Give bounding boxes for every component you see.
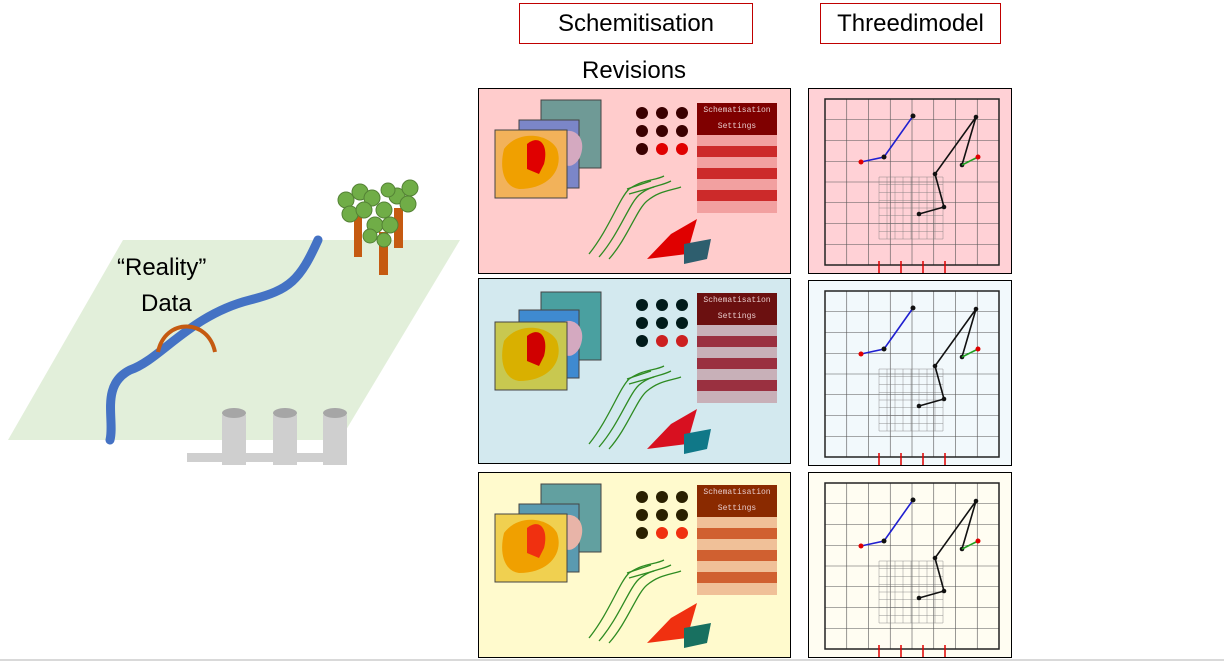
- channel-black: [918, 500, 977, 599]
- model-grid: [824, 98, 1000, 266]
- channel-black: [918, 116, 977, 215]
- threedimodel-header-label: Threedimodel: [837, 9, 984, 37]
- model-grid: [824, 482, 1000, 650]
- dot-matrix: [636, 491, 688, 539]
- threedimodel-header: Threedimodel: [820, 3, 1001, 44]
- reality-illustration: [8, 179, 460, 465]
- settings-title-line2: Settings: [717, 504, 757, 513]
- river: [105, 235, 323, 445]
- revision-1-graphic: [494, 99, 777, 264]
- settings-title-line1: Schematisation: [703, 106, 771, 115]
- refined-grid: [878, 368, 944, 432]
- node: [916, 595, 922, 601]
- model-border: [824, 482, 1000, 650]
- raster-stack: [494, 291, 602, 391]
- node: [941, 396, 947, 402]
- channel-green: [961, 540, 979, 550]
- node: [858, 543, 864, 549]
- settings-table: [697, 293, 777, 403]
- node: [941, 204, 947, 210]
- refined-grid: [878, 176, 944, 240]
- node: [973, 114, 979, 120]
- model-3-graphic: [824, 482, 1000, 657]
- node: [910, 305, 916, 311]
- threedimodel-panel-1: [808, 88, 1012, 274]
- schematisation-header: Schemitisation: [519, 3, 753, 44]
- threedimodel-panel-2: [808, 280, 1012, 466]
- bottom-divider: [0, 659, 1224, 661]
- reality-label-line1: “Reality”: [117, 254, 207, 281]
- node: [932, 171, 938, 177]
- cross-section-lines: [588, 365, 682, 450]
- cross-section-lines: [588, 175, 682, 260]
- revisions-label: Revisions: [582, 57, 687, 84]
- settings-title-line1: Schematisation: [703, 488, 771, 497]
- revision-panel-3: Schematisation Settings: [478, 472, 791, 658]
- threedimodel-panel-3: [808, 472, 1012, 658]
- settings-title-line2: Settings: [717, 312, 757, 321]
- land-parcel: [8, 240, 460, 440]
- schematisation-header-label: Schemitisation: [557, 9, 715, 37]
- node: [973, 498, 979, 504]
- model-border: [824, 98, 1000, 266]
- node: [881, 346, 887, 352]
- channel-green: [961, 156, 979, 166]
- trees: [337, 179, 419, 275]
- revision-2-graphic: [494, 291, 777, 454]
- revision-3-graphic: [494, 483, 777, 648]
- pipe-system: [187, 408, 347, 465]
- revision-panel-2: Schematisation Settings: [478, 278, 791, 464]
- revision-panel-1: Schematisation Settings: [478, 88, 791, 274]
- node: [941, 588, 947, 594]
- settings-title-line1: Schematisation: [703, 296, 771, 305]
- dot-matrix: [636, 299, 688, 347]
- node: [932, 363, 938, 369]
- node: [916, 403, 922, 409]
- node: [858, 351, 864, 357]
- polygon-teal: [684, 429, 711, 454]
- model-2-graphic: [824, 290, 1000, 465]
- channel-green: [961, 348, 979, 358]
- raster-stack: [494, 99, 602, 199]
- cross-section-lines: [588, 559, 682, 644]
- bridge: [156, 324, 217, 353]
- node: [916, 211, 922, 217]
- refined-grid: [878, 560, 944, 624]
- node: [881, 154, 887, 160]
- settings-table: [697, 103, 777, 213]
- node: [910, 113, 916, 119]
- dot-matrix: [636, 107, 688, 155]
- polygon-teal: [684, 623, 711, 648]
- reality-label-line2: Data: [141, 290, 192, 317]
- channel-black: [918, 308, 977, 407]
- model-border: [824, 290, 1000, 458]
- settings-title-line2: Settings: [717, 122, 757, 131]
- model-grid: [824, 290, 1000, 458]
- raster-stack: [494, 483, 602, 583]
- model-1-graphic: [824, 98, 1000, 273]
- node: [858, 159, 864, 165]
- node: [881, 538, 887, 544]
- node: [932, 555, 938, 561]
- polygon-teal: [684, 239, 711, 264]
- node: [975, 154, 981, 160]
- node: [975, 538, 981, 544]
- settings-table: [697, 485, 777, 595]
- node: [910, 497, 916, 503]
- node: [975, 346, 981, 352]
- node: [973, 306, 979, 312]
